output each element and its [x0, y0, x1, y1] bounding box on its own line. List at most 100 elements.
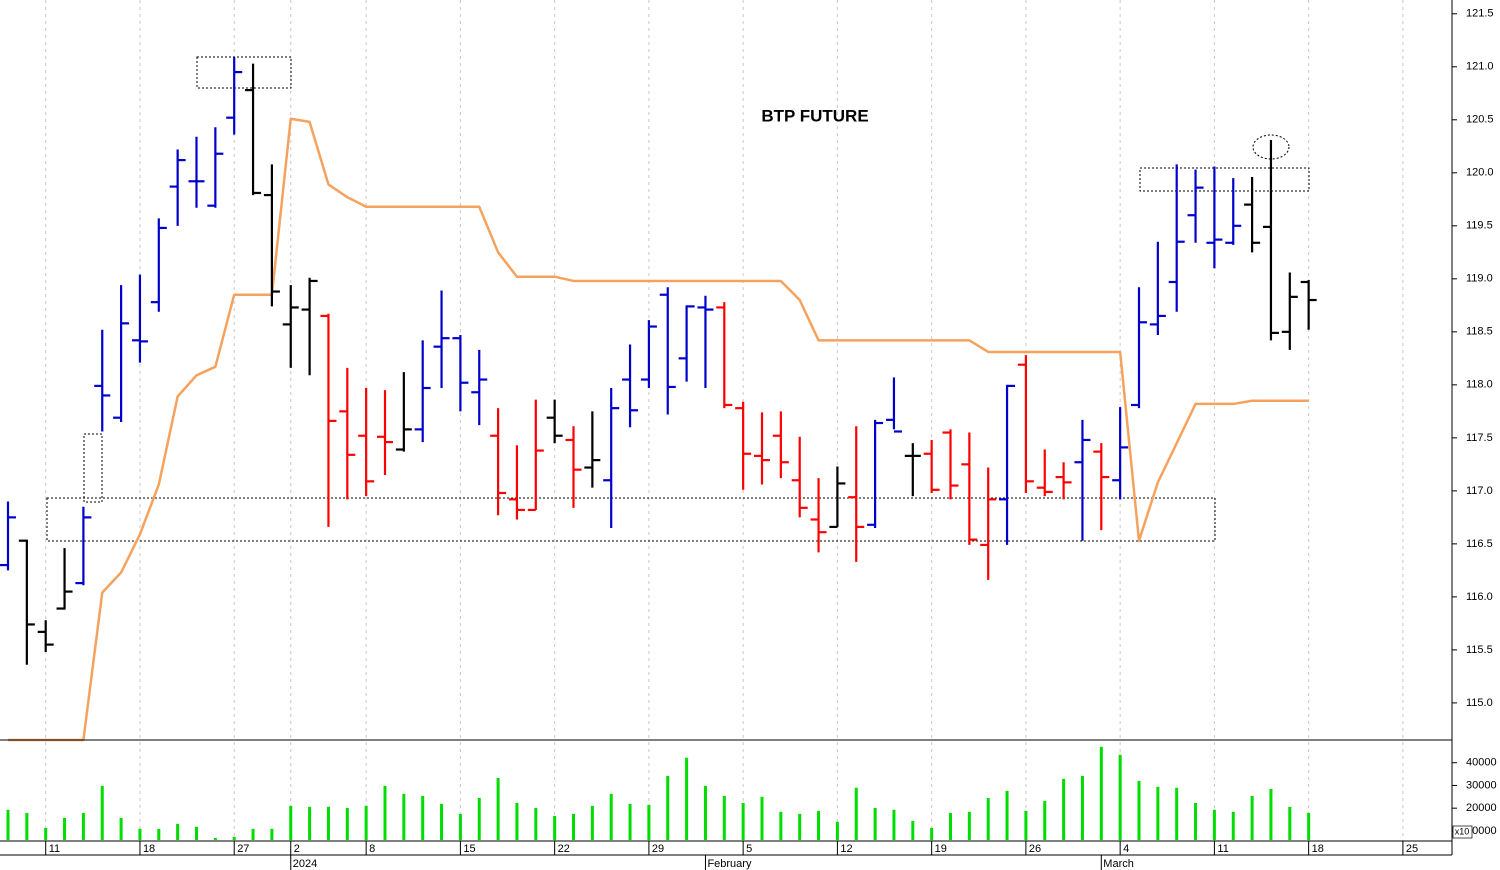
volume-bar	[685, 757, 689, 840]
volume-bar	[138, 828, 142, 840]
y-tick-label: 115.0	[1466, 697, 1493, 709]
volume-bar	[1231, 811, 1235, 840]
volume-bar	[930, 827, 934, 840]
volume-bar	[590, 805, 594, 840]
month-label: 2024	[293, 858, 317, 870]
volume-bar	[741, 802, 745, 840]
y-tick-label: 30000	[1466, 779, 1497, 791]
volume-bar	[854, 787, 858, 840]
x-tick-label: 8	[369, 843, 375, 855]
highlight-box	[83, 433, 103, 503]
volume-bar	[119, 817, 123, 840]
volume-bar	[345, 807, 349, 840]
volume-bar	[1118, 754, 1122, 840]
y-tick-label: 117.5	[1466, 432, 1493, 444]
volume-bar	[251, 828, 255, 840]
x-tick-label: 15	[463, 843, 475, 855]
x-tick-label: 12	[840, 843, 852, 855]
month-label: February	[707, 858, 752, 870]
y-tick-label: 116.5	[1466, 538, 1493, 550]
volume-bar	[326, 806, 330, 840]
volume-bar	[1080, 775, 1084, 840]
volume-bar	[986, 797, 990, 840]
y-tick-label: 120.5	[1466, 114, 1494, 126]
y-tick-label: 119.5	[1466, 220, 1493, 232]
y-tick-label: 121.0	[1466, 61, 1494, 73]
volume-bar	[1156, 786, 1160, 840]
x-tick-label: 2	[294, 843, 300, 855]
volume-bar	[176, 823, 180, 840]
volume-bar	[911, 820, 915, 840]
volume-bar	[835, 821, 839, 840]
chart-title: BTP FUTURE	[761, 106, 868, 125]
volume-bar	[157, 828, 161, 840]
volume-bar	[213, 837, 217, 840]
highlight-ellipse	[1252, 134, 1290, 160]
y-tick-label: 118.0	[1466, 379, 1493, 391]
volume-bar	[967, 811, 971, 840]
x-tick-label: 27	[237, 843, 249, 855]
support-zone	[46, 497, 1216, 542]
volume-bar	[647, 804, 651, 840]
volume-bar	[817, 810, 821, 840]
volume-bar	[100, 785, 104, 840]
y-tick-label: 119.0	[1466, 273, 1493, 285]
volume-bar	[421, 795, 425, 840]
volume-bar	[81, 812, 85, 840]
x-tick-label: 18	[1312, 843, 1324, 855]
y-tick-label: 116.0	[1466, 591, 1493, 603]
volume-bar	[25, 812, 29, 840]
volume-bar	[1099, 746, 1103, 840]
volume-bar	[553, 815, 557, 840]
volume-bar	[1288, 806, 1292, 840]
x-tick-label: 29	[652, 843, 664, 855]
x-tick-label: 4	[1123, 843, 1129, 855]
volume-bar	[628, 803, 632, 840]
volume-bar	[477, 797, 481, 840]
volume-bar	[1212, 809, 1216, 840]
volume-bar	[63, 817, 67, 840]
volume-bar	[364, 805, 368, 840]
x-tick-label: 18	[143, 843, 155, 855]
volume-bar	[703, 785, 707, 840]
x-tick-label: 11	[49, 843, 60, 855]
y-tick-label: 118.5	[1466, 326, 1493, 338]
highlight-box	[196, 56, 292, 89]
y-tick-label: 10000	[1466, 825, 1497, 837]
marks: 115.0 115.5 116.0 116.5 117.0 117.5 118.0 118.5…	[0, 8, 1497, 870]
volume-bar	[892, 809, 896, 840]
volume-bar	[873, 807, 877, 840]
volume-bar	[760, 796, 764, 840]
x-tick-label: 5	[746, 843, 752, 855]
volume-bar	[289, 805, 293, 840]
volume-bar	[270, 828, 274, 840]
volume-bar	[1024, 810, 1028, 840]
y-tick-label: 115.5	[1466, 644, 1493, 656]
x-tick-label: 25	[1406, 843, 1418, 855]
unit-box	[1452, 825, 1473, 839]
month-label: March	[1103, 858, 1134, 870]
volume-bar	[1250, 795, 1254, 840]
volume-bar	[383, 785, 387, 840]
volume-bar	[1194, 802, 1198, 840]
volume-bar	[798, 813, 802, 840]
volume-bar	[44, 827, 48, 840]
x-tick-label: 22	[558, 843, 570, 855]
grid	[45, 0, 1404, 841]
volume-bar	[440, 803, 444, 840]
resistance-zone	[1139, 167, 1310, 192]
volume-bar	[572, 813, 575, 840]
y-tick-label: 121.5	[1466, 8, 1494, 20]
volume-bar	[308, 806, 312, 840]
volume-bar	[1137, 780, 1141, 840]
volume-bar	[722, 795, 726, 840]
volume-bar	[195, 826, 198, 840]
volume-bar	[496, 777, 500, 840]
volume-bar	[1043, 800, 1047, 840]
volume-bar	[534, 807, 538, 840]
volume-bar	[666, 775, 670, 840]
overlay-line	[8, 117, 1309, 742]
volume-bar	[515, 802, 519, 840]
volume-bar	[949, 812, 952, 840]
